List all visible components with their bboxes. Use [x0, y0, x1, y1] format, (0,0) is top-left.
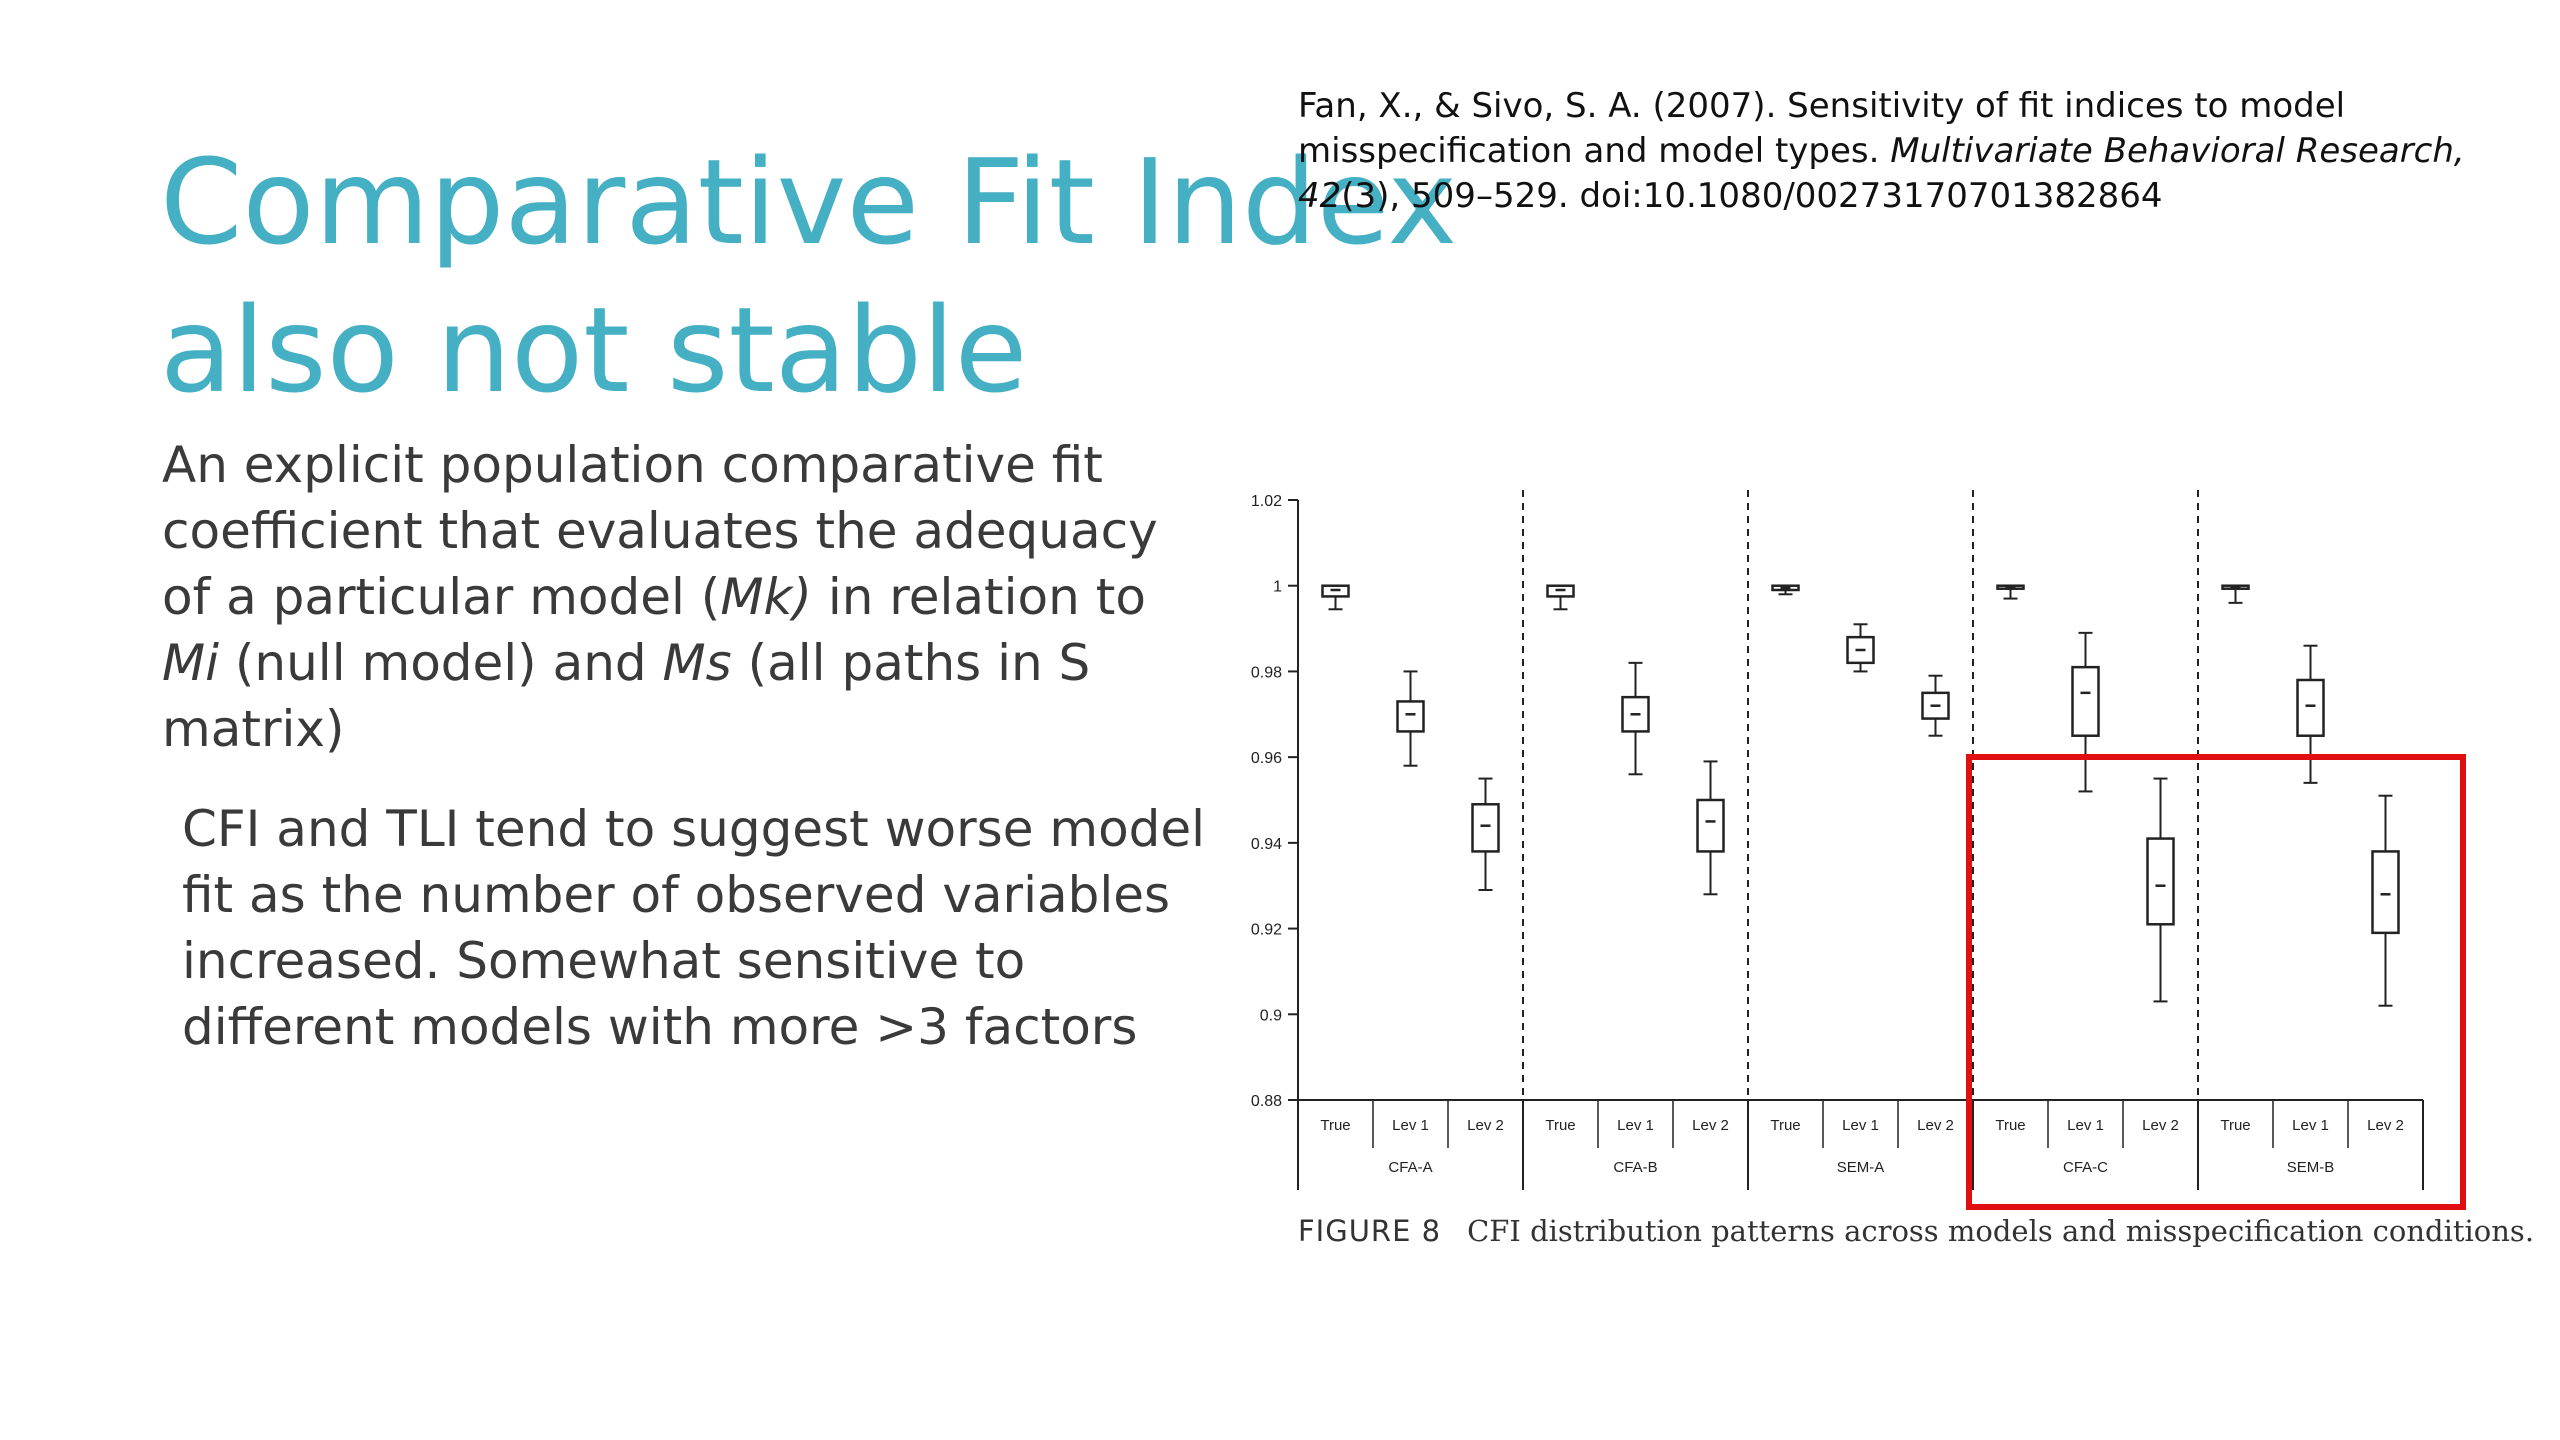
y-tick-label: 0.94 [1251, 836, 1282, 853]
definition-line: coefficient that evaluates the adequacy [162, 502, 1158, 560]
slide-title: Comparative Fit Index also not stable [160, 128, 1460, 424]
sensitivity-line: CFI and TLI tend to suggest worse model [182, 800, 1206, 858]
group-label: CFA-C [2063, 1159, 2108, 1176]
box-cfa-b-lev1 [1621, 695, 1650, 733]
box-cfa-c-lev2 [2146, 837, 2175, 926]
sensitivity-line: different models with more >3 factors [182, 998, 1138, 1056]
group-label: CFA-B [1613, 1159, 1657, 1176]
condition-label: Lev 2 [1467, 1117, 1504, 1134]
group-label: CFA-A [1388, 1159, 1432, 1176]
condition-label: True [1545, 1117, 1575, 1134]
y-tick-label: 0.92 [1251, 922, 1282, 939]
figure-number: FIGURE 8 [1298, 1214, 1442, 1248]
cfi-definition-text: An explicit population comparative fit c… [162, 432, 1262, 762]
box-cfa-a-lev2 [1471, 803, 1500, 853]
sensitivity-line: increased. Somewhat sensitive to [182, 932, 1026, 990]
definition-line: of a particular model (Mk) in relation t… [162, 564, 1262, 630]
box-sem-b-lev1 [2296, 678, 2325, 737]
condition-label: Lev 2 [2142, 1117, 2179, 1134]
definition-model-mi: Mi [162, 634, 220, 692]
condition-label: Lev 1 [2292, 1117, 2329, 1134]
figure-caption: FIGURE 8 CFI distribution patterns across… [1298, 1214, 2548, 1248]
y-tick-label: 1 [1273, 579, 1282, 596]
definition-fragment: of a particular model ( [162, 568, 721, 626]
box-sem-b-lev2 [2371, 850, 2400, 935]
y-tick-label: 1.02 [1251, 493, 1282, 510]
condition-label: Lev 2 [1692, 1117, 1729, 1134]
condition-label: True [1320, 1117, 1350, 1134]
cfi-boxplot-chart: 0.88 0.9 0.92 0.94 0.96 0.98 1 1.02 True Lev 1 Lev… [1251, 490, 2466, 1210]
citation-authors: Fan, X., & Sivo, S. A. (2007). Sensitivi… [1298, 86, 2346, 171]
group-label: SEM-B [2287, 1159, 2335, 1176]
definition-fragment: (all paths in S [731, 634, 1091, 692]
definition-model-mk: Mk) [720, 568, 812, 626]
group-label: SEM-A [1837, 1159, 1885, 1176]
condition-label: True [2220, 1117, 2250, 1134]
slide-title-line1: Comparative Fit Index [160, 133, 1458, 271]
condition-label: Lev 1 [1842, 1117, 1879, 1134]
cfi-sensitivity-text: CFI and TLI tend to suggest worse model … [182, 796, 1282, 1060]
condition-label: Lev 1 [2067, 1117, 2104, 1134]
slide-title-line2: also not stable [160, 281, 1028, 419]
box-cfa-c-lev1 [2071, 665, 2100, 737]
definition-model-ms: Ms [662, 634, 732, 692]
sensitivity-line: fit as the number of observed variables [182, 866, 1171, 924]
condition-label: Lev 1 [1392, 1117, 1429, 1134]
box-cfa-b-lev2 [1696, 798, 1725, 853]
citation: Fan, X., & Sivo, S. A. (2007). Sensitivi… [1298, 84, 2538, 219]
condition-label: True [1995, 1117, 2025, 1134]
definition-line: An explicit population comparative fit [162, 436, 1103, 494]
definition-fragment: (null model) and [219, 634, 663, 692]
condition-label: Lev 2 [2367, 1117, 2404, 1134]
condition-label: True [1770, 1117, 1800, 1134]
condition-label: Lev 1 [1617, 1117, 1654, 1134]
y-tick-label: 0.88 [1251, 1093, 1282, 1110]
highlight-box [1966, 754, 2466, 1210]
condition-label: Lev 2 [1917, 1117, 1954, 1134]
y-tick-label: 0.96 [1251, 750, 1282, 767]
box-cfa-a-lev1 [1396, 700, 1425, 733]
citation-journal: Multivariate Behavioral Research, 42 [1298, 131, 2465, 216]
citation-rest: (3), 509–529. doi:10.1080/00273170701382… [1341, 176, 2163, 216]
figure-caption-text: CFI distribution patterns across models … [1467, 1214, 2535, 1248]
definition-line: Mi (null model) and Ms (all paths in S [162, 630, 1262, 696]
definition-fragment: in relation to [811, 568, 1146, 626]
definition-line: matrix) [162, 700, 345, 758]
y-tick-label: 0.9 [1260, 1007, 1282, 1024]
y-tick-label: 0.98 [1251, 664, 1282, 681]
